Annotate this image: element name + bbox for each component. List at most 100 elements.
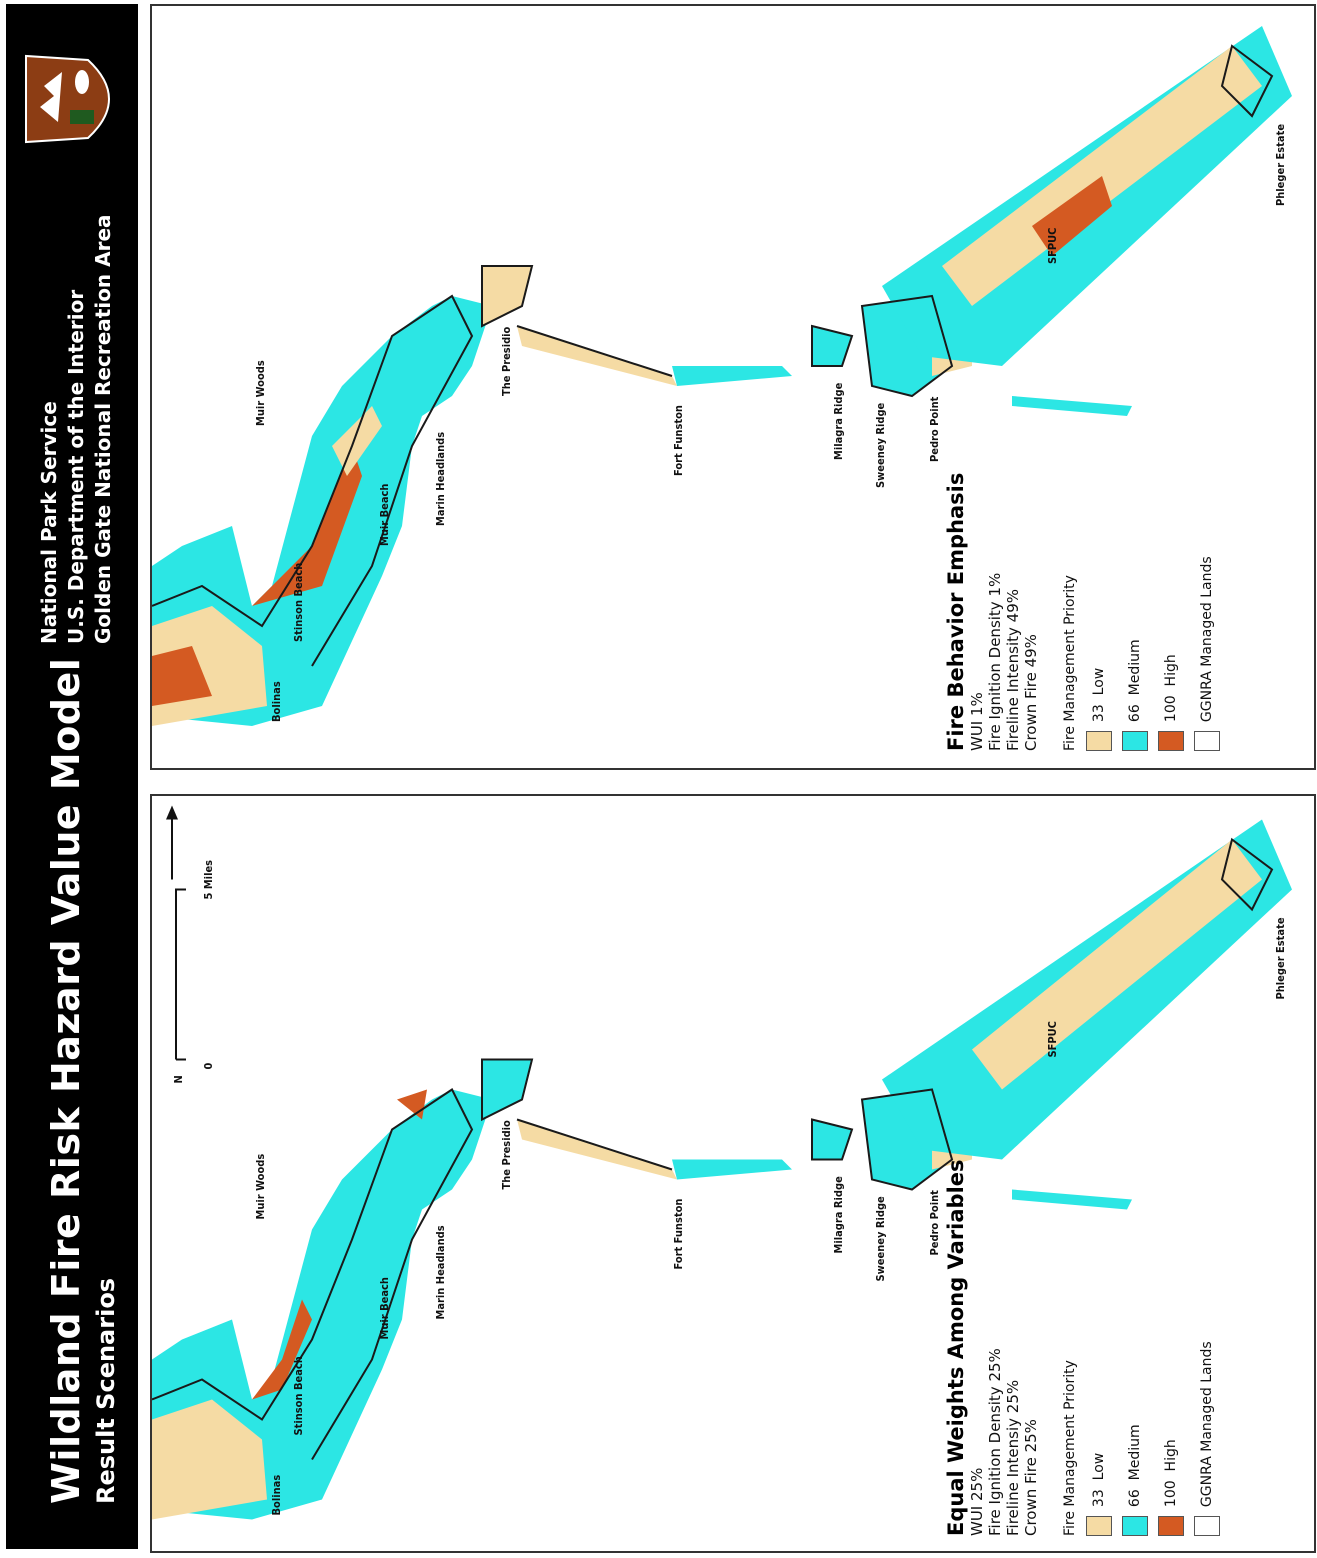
agency-line-1: National Park Service — [37, 401, 61, 644]
legend-row-boundary: GGNRA Managed Lands — [1194, 473, 1220, 751]
presidio-land — [482, 266, 532, 326]
legend-medium-label: Medium — [1127, 639, 1143, 696]
swatch-boundary — [1194, 731, 1220, 751]
label-presidio: The Presidio — [500, 326, 513, 396]
label-bolinas-b: Bolinas — [270, 1475, 283, 1516]
legend-equal-weights: Equal Weights Among Variables WUI 25% Fi… — [944, 1159, 1220, 1536]
label-marin: Marin Headlands — [434, 432, 447, 526]
label-pedro: Pedro Point — [928, 396, 941, 462]
milagra-land-b — [812, 1119, 852, 1160]
legend-high-label: High — [1163, 654, 1179, 687]
label-phleger-b: Phleger Estate — [1274, 917, 1287, 999]
weight-b-1: WUI 25% — [968, 1467, 986, 1536]
legend-row-high-b: 100 High — [1158, 1159, 1184, 1536]
swatch-high — [1158, 731, 1184, 751]
label-stinson-b: Stinson Beach — [292, 1356, 305, 1435]
legend-high-label-b: High — [1163, 1439, 1179, 1472]
ggnra-boundaries — [152, 44, 1274, 667]
legend-row-high: 100 High — [1158, 473, 1184, 751]
map-panel-equal-weights: N 0 5 Miles Bolinas Stinson Beach Muir W… — [150, 794, 1316, 1553]
southern-strip — [1012, 396, 1132, 416]
swatch-boundary-b — [1194, 1516, 1220, 1536]
legend-heading-b: Fire Management Priority — [1062, 1360, 1078, 1536]
legend-high-value-b: 100 — [1163, 1480, 1179, 1508]
label-presidio-b: The Presidio — [500, 1120, 513, 1190]
funston-tail-b — [672, 1159, 792, 1180]
label-marin-b: Marin Headlands — [434, 1225, 447, 1319]
legend-low-value-b: 33 — [1091, 1489, 1107, 1508]
nps-arrowhead-logo — [25, 54, 110, 144]
legend-boundary-label-b: GGNRA Managed Lands — [1199, 1341, 1215, 1508]
weight-b-2: Fire Ignition Density 25% — [986, 1348, 1004, 1536]
label-milagra: Milagra Ridge — [832, 382, 845, 460]
agency-line-2: U.S. Department of the Interior — [64, 289, 88, 644]
label-muir-woods-b: Muir Woods — [254, 1154, 267, 1220]
place-labels-b: Bolinas Stinson Beach Muir Woods Muir Be… — [254, 917, 1287, 1515]
label-phleger: Phleger Estate — [1274, 124, 1287, 206]
legend-low-value: 33 — [1091, 704, 1107, 723]
weight-3: Fireline Intensity 49% — [1004, 588, 1022, 751]
swatch-low-b — [1086, 1516, 1112, 1536]
label-muir-beach: Muir Beach — [378, 484, 391, 546]
bolinas-land-b — [152, 1399, 267, 1520]
weight-2: Fire Ignition Density 1% — [986, 572, 1004, 751]
legend-fire-behavior: Fire Behavior Emphasis WUI 1% Fire Ignit… — [944, 473, 1220, 751]
sfpuc-high — [1032, 176, 1112, 256]
legend-medium-label-b: Medium — [1127, 1424, 1143, 1481]
legend-boundary-label: GGNRA Managed Lands — [1199, 556, 1215, 723]
scale-bar: N 0 5 Miles — [166, 805, 215, 1084]
map-fire-behavior: Bolinas Stinson Beach Muir Woods Muir Be… — [152, 26, 1292, 726]
scale-zero: 0 — [202, 1063, 215, 1070]
legend-row-medium-b: 66 Medium — [1122, 1159, 1148, 1536]
swatch-medium — [1122, 731, 1148, 751]
low-patch-1 — [332, 406, 382, 476]
map-panel-fire-behavior: Bolinas Stinson Beach Muir Woods Muir Be… — [150, 4, 1316, 770]
label-pedro-b: Pedro Point — [928, 1190, 941, 1256]
weight-b-4: Crown Fire 25% — [1022, 1419, 1040, 1536]
map-equal-weights: N 0 5 Miles Bolinas Stinson Beach Muir W… — [152, 805, 1292, 1520]
high-patch-b1 — [252, 1299, 312, 1400]
label-stinson: Stinson Beach — [292, 563, 305, 642]
label-bolinas: Bolinas — [270, 681, 283, 722]
label-sweeney: Sweeney Ridge — [874, 402, 887, 488]
scenario-title-b: Equal Weights Among Variables — [944, 1159, 968, 1536]
scale-five-miles: 5 Miles — [202, 860, 215, 900]
legend-row-boundary-b: GGNRA Managed Lands — [1194, 1159, 1220, 1536]
milagra-land — [812, 326, 852, 366]
swatch-medium-b — [1122, 1516, 1148, 1536]
weight-1: WUI 1% — [968, 692, 986, 751]
map-title: Wildland Fire Risk Hazard Value Model — [44, 657, 88, 1504]
place-labels: Bolinas Stinson Beach Muir Woods Muir Be… — [254, 124, 1287, 722]
north-label: N — [172, 1075, 185, 1083]
label-muir-beach-b: Muir Beach — [378, 1277, 391, 1339]
funston-strip — [517, 326, 677, 386]
label-muir-woods: Muir Woods — [254, 360, 267, 426]
label-sfpuc-b: SFPUC — [1046, 1021, 1059, 1057]
legend-high-value: 100 — [1163, 695, 1179, 723]
label-funston: Fort Funston — [672, 405, 685, 476]
swatch-low — [1086, 731, 1112, 751]
legend-low-label-b: Low — [1091, 1452, 1107, 1481]
legend-row-low-b: 33 Low — [1086, 1159, 1112, 1536]
legend-low-label: Low — [1091, 667, 1107, 696]
label-sweeney-b: Sweeney Ridge — [874, 1196, 887, 1282]
ggnra-boundaries-b — [152, 837, 1274, 1461]
funston-strip-b — [517, 1119, 677, 1180]
presidio-land-b — [482, 1059, 532, 1120]
scenario-title: Fire Behavior Emphasis — [944, 472, 968, 751]
southern-strip-b — [1012, 1189, 1132, 1210]
legend-row-medium: 66 Medium — [1122, 473, 1148, 751]
label-sfpuc: SFPUC — [1046, 228, 1059, 264]
legend-row-low: 33 Low — [1086, 473, 1112, 751]
land-coverage-b — [152, 819, 1292, 1520]
weight-4: Crown Fire 49% — [1022, 634, 1040, 751]
land-coverage — [152, 26, 1292, 726]
label-funston-b: Fort Funston — [672, 1199, 685, 1270]
legend-heading: Fire Management Priority — [1062, 575, 1078, 751]
marin-land — [152, 296, 492, 726]
agency-line-3: Golden Gate National Recreation Area — [91, 214, 115, 644]
legend-medium-value-b: 66 — [1127, 1489, 1143, 1508]
funston-tail — [672, 366, 792, 386]
label-milagra-b: Milagra Ridge — [832, 1176, 845, 1254]
map-subtitle: Result Scenarios — [92, 1277, 120, 1504]
